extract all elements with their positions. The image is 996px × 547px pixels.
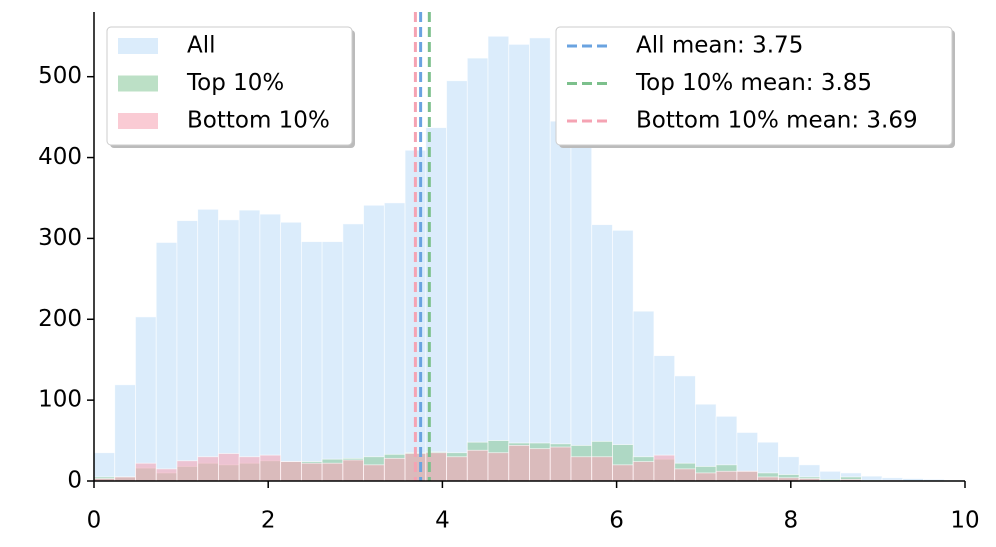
bar	[342, 459, 364, 482]
bar	[321, 462, 344, 482]
bar	[238, 456, 261, 482]
bar	[176, 220, 199, 482]
bar	[570, 456, 593, 482]
bar	[529, 37, 551, 482]
x-tick-label: 6	[609, 508, 624, 534]
legend-label: All mean: 3.75	[636, 33, 803, 59]
legend-box	[106, 26, 353, 146]
y-tick-label: 300	[38, 225, 82, 251]
bar	[176, 460, 199, 482]
bar	[570, 145, 593, 482]
bar	[300, 462, 323, 482]
legend-swatch	[118, 113, 158, 129]
legend-label: Bottom 10%	[187, 108, 330, 134]
y-tick-label: 200	[38, 306, 82, 332]
bar	[280, 221, 302, 482]
x-tick-label: 2	[261, 508, 276, 534]
bar	[155, 242, 178, 482]
bar	[632, 310, 655, 482]
bar	[549, 446, 572, 482]
x-tick-label: 4	[435, 508, 450, 534]
bar	[612, 229, 634, 482]
bar	[695, 472, 717, 482]
legend-box	[555, 26, 953, 146]
bar	[508, 445, 530, 482]
bar	[612, 464, 634, 482]
legend-swatch	[118, 75, 158, 92]
bar	[446, 456, 468, 482]
bar	[218, 453, 240, 482]
bar	[736, 470, 759, 482]
bar	[383, 202, 406, 482]
bar	[321, 241, 344, 482]
y-tick-label: 100	[38, 387, 82, 413]
bar	[135, 462, 157, 482]
x-tick-label: 8	[783, 508, 798, 534]
x-tick-label: 10	[950, 508, 979, 534]
legend-label: Bottom 10% mean: 3.69	[636, 108, 918, 134]
bar	[135, 316, 157, 482]
legend-label: Top 10%	[186, 70, 284, 96]
bar	[466, 449, 489, 482]
bar	[487, 35, 510, 482]
bar	[342, 223, 364, 482]
bar	[487, 452, 510, 482]
bar	[114, 384, 136, 482]
y-tick-label: 500	[38, 63, 82, 89]
bar	[446, 80, 468, 482]
legend-swatch	[118, 38, 158, 54]
x-tick-label: 0	[87, 508, 102, 534]
bar	[363, 204, 385, 482]
bar	[155, 468, 178, 482]
legend: All mean: 3.75 Top 10% mean: 3.85 Bottom 1…	[555, 26, 955, 148]
bar	[715, 470, 738, 482]
bar	[383, 457, 406, 482]
bar	[653, 454, 676, 482]
bar	[674, 468, 696, 482]
bar	[363, 464, 385, 482]
y-tick-label: 0	[67, 468, 82, 494]
legend-label: All	[187, 33, 216, 59]
legend: All Top 10% Bottom 10%	[106, 26, 355, 148]
bar	[238, 209, 261, 482]
bar	[197, 208, 219, 482]
bar	[259, 213, 282, 482]
bar	[259, 454, 282, 482]
bar	[529, 448, 551, 482]
bar	[197, 456, 219, 482]
bar	[591, 456, 613, 482]
bar	[280, 461, 302, 482]
bar	[508, 43, 530, 482]
bar	[218, 219, 240, 482]
bar	[300, 241, 323, 482]
y-tick-label: 400	[38, 144, 82, 170]
legend-label: Top 10% mean: 3.85	[635, 70, 872, 96]
bar	[466, 57, 489, 482]
bar	[549, 120, 572, 482]
bar	[632, 461, 655, 482]
